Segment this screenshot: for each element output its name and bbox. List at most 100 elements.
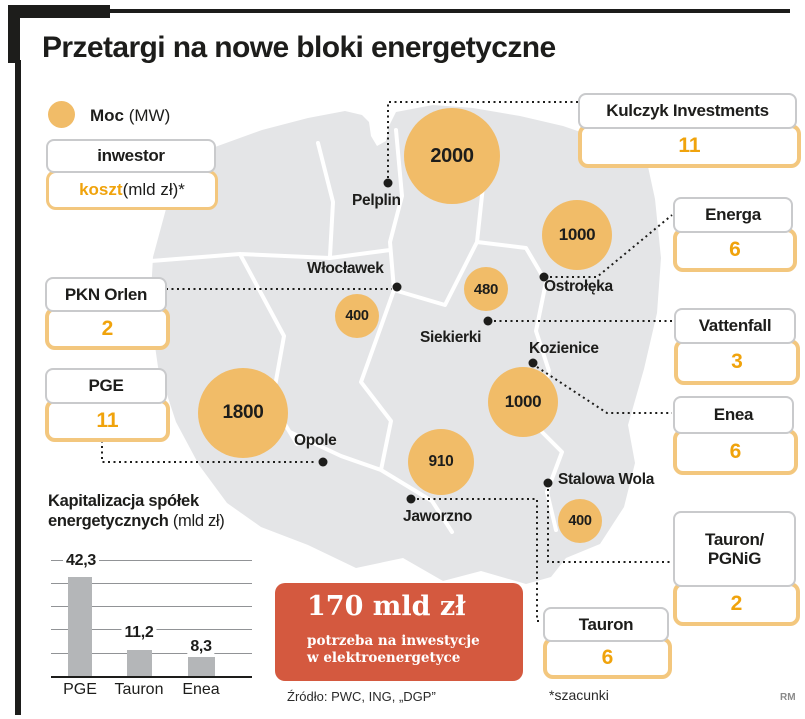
plant-bubble-ostroleka: 1000 bbox=[542, 200, 612, 270]
chart-title-text: Kapitalizacja spółek bbox=[48, 492, 199, 510]
investor-box-enea: Enea bbox=[673, 396, 794, 434]
investor-name-enea: Enea bbox=[713, 405, 754, 425]
city-label-siekierki: Siekierki bbox=[420, 329, 482, 346]
bar-value-enea: 8,3 bbox=[187, 638, 215, 656]
cost-value-energa: 6 bbox=[729, 238, 741, 261]
poland-outline bbox=[150, 105, 661, 584]
cost-box-tauron-pgnig: 2 bbox=[673, 582, 800, 626]
chart-title-line2: energetycznych (mld zł) bbox=[48, 512, 225, 531]
bar-category-tauron: Tauron bbox=[114, 681, 164, 698]
plant-bubble-kozienice: 1000 bbox=[488, 367, 558, 437]
plant-mw-jaworzno: 910 bbox=[428, 453, 454, 470]
plant-bubble-siekierki: 480 bbox=[464, 267, 508, 311]
chart-title-unit: (mld zł) bbox=[168, 512, 225, 530]
callout-headline: 170 mld zł bbox=[307, 591, 466, 622]
chart-gridline-50 bbox=[51, 560, 252, 561]
investor-name-kulczyk: Kulczyk Investments bbox=[606, 101, 769, 121]
connector-kozienice-enea bbox=[536, 366, 672, 414]
callout-subtext: potrzeba na inwestycje w elektroenergety… bbox=[307, 633, 480, 667]
legend-cost-unit: (mld zł)* bbox=[122, 180, 185, 199]
city-dot-wloclawek bbox=[392, 282, 402, 292]
city-label-wloclawek: Włocławek bbox=[307, 260, 384, 277]
investor-name-pkn-orlen: PKN Orlen bbox=[64, 284, 148, 304]
legend-power-unit: (MW) bbox=[124, 106, 171, 125]
frame-left-bar bbox=[15, 60, 21, 715]
legend-cost-box: koszt (mld zł)* bbox=[46, 170, 218, 210]
plant-mw-opole: 1800 bbox=[222, 402, 264, 423]
city-label-pelplin: Pelplin bbox=[352, 192, 401, 209]
city-dot-kozienice bbox=[528, 358, 538, 368]
plant-mw-ostroleka: 1000 bbox=[558, 225, 596, 244]
city-markers bbox=[318, 178, 553, 504]
region-borders bbox=[149, 126, 564, 534]
author-credit: RM bbox=[780, 692, 796, 703]
investor-box-pge: PGE bbox=[45, 368, 167, 404]
plant-mw-stalowawola: 400 bbox=[568, 513, 592, 529]
chart-axis-baseline bbox=[51, 676, 252, 678]
cost-box-enea: 6 bbox=[673, 429, 798, 475]
cost-value-vattenfall: 3 bbox=[731, 350, 743, 373]
cost-box-energa: 6 bbox=[673, 228, 797, 272]
investor-box-kulczyk: Kulczyk Investments bbox=[578, 93, 797, 129]
investor-name-tauron-pgnig-line1: Tauron/ bbox=[705, 529, 764, 549]
chart-gridline-40 bbox=[51, 583, 252, 584]
investor-name-vattenfall: Vattenfall bbox=[698, 316, 772, 336]
plant-mw-siekierki: 480 bbox=[473, 280, 499, 298]
city-dot-pelplin bbox=[383, 178, 393, 188]
cost-box-pkn-orlen: 2 bbox=[45, 307, 170, 350]
legend-power-word: Moc bbox=[90, 106, 124, 125]
cost-value-enea: 6 bbox=[729, 440, 742, 463]
plant-bubble-wloclawek: 400 bbox=[335, 294, 379, 338]
bar-pge bbox=[68, 577, 92, 676]
cost-box-pge: 11 bbox=[45, 399, 170, 442]
cost-value-tauron-pgnig: 2 bbox=[730, 592, 743, 615]
cost-value-tauron: 6 bbox=[601, 646, 614, 669]
investor-box-pkn-orlen: PKN Orlen bbox=[45, 277, 167, 312]
investor-box-tauron-pgnig: Tauron/PGNiG bbox=[673, 511, 796, 587]
connector-ostroleka-energa bbox=[550, 214, 673, 278]
chart-title-line1: Kapitalizacja spółek bbox=[48, 492, 199, 511]
legend-investor-box: inwestor bbox=[46, 139, 216, 173]
investor-name-pge: PGE bbox=[88, 376, 124, 396]
connector-lines bbox=[101, 101, 673, 622]
investor-box-energa: Energa bbox=[673, 197, 793, 233]
plant-bubble-opole: 1800 bbox=[198, 368, 288, 458]
investor-name-tauron-pgnig-line2: PGNiG bbox=[707, 549, 762, 568]
frame-top-line bbox=[20, 9, 790, 13]
investor-box-tauron: Tauron bbox=[543, 607, 669, 642]
bar-value-tauron: 11,2 bbox=[121, 624, 157, 642]
legend-cost-word: koszt bbox=[79, 180, 123, 199]
bar-tauron bbox=[127, 650, 152, 676]
city-label-ostroleka: Ostrołęka bbox=[544, 278, 613, 295]
plant-bubble-jaworzno: 910 bbox=[408, 429, 474, 495]
bar-category-pge: PGE bbox=[63, 681, 97, 698]
city-dot-ostroleka bbox=[539, 272, 549, 282]
legend-power-bubble-icon bbox=[48, 101, 75, 128]
source-note: Źródło: PWC, ING, „DGP” bbox=[287, 689, 436, 704]
city-dot-stalowawola bbox=[543, 478, 553, 488]
cost-box-kulczyk: 11 bbox=[578, 124, 801, 168]
estimate-note: *szacunki bbox=[549, 687, 609, 703]
plant-mw-wloclawek: 400 bbox=[345, 308, 369, 324]
investment-callout: 170 mld zł potrzeba na inwestycje w elek… bbox=[275, 583, 523, 681]
investor-name-energa: Energa bbox=[705, 205, 761, 225]
plant-mw-kozienice: 1000 bbox=[504, 392, 542, 411]
cost-value-kulczyk: 11 bbox=[678, 134, 701, 157]
city-label-kozienice: Kozienice bbox=[529, 340, 599, 357]
city-label-opole: Opole bbox=[294, 432, 337, 449]
bar-enea bbox=[188, 657, 215, 676]
chart-gridline-30 bbox=[51, 606, 252, 607]
legend-power-label: Moc (MW) bbox=[90, 106, 170, 126]
investor-name-tauron: Tauron bbox=[578, 614, 634, 634]
chart-title-line2-text: energetycznych bbox=[48, 512, 169, 530]
frame-corner-vertical bbox=[8, 5, 20, 63]
plant-bubble-stalowawola: 400 bbox=[558, 499, 602, 543]
legend-investor-label: inwestor bbox=[97, 146, 165, 166]
city-label-jaworzno: Jaworzno bbox=[403, 508, 473, 525]
city-dot-jaworzno bbox=[406, 494, 416, 504]
cost-value-pkn-orlen: 2 bbox=[101, 316, 114, 340]
city-dot-opole bbox=[318, 457, 328, 467]
page-title: Przetargi na nowe bloki energetyczne bbox=[42, 31, 556, 64]
